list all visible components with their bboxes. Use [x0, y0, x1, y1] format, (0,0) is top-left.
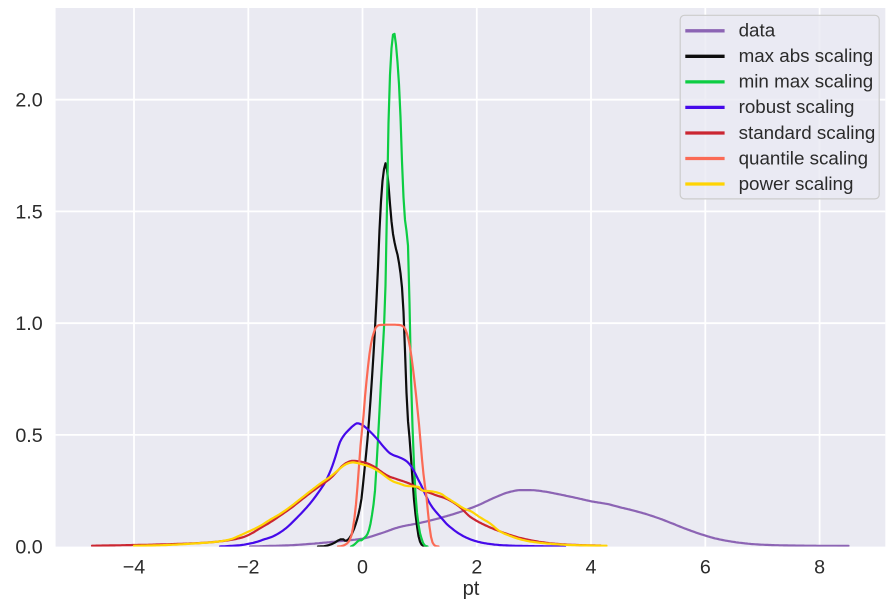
svg-text:quantile scaling: quantile scaling [739, 147, 868, 168]
svg-text:1.0: 1.0 [15, 313, 42, 335]
svg-text:max abs scaling: max abs scaling [739, 45, 874, 66]
svg-text:0.0: 0.0 [15, 537, 42, 559]
svg-text:2: 2 [471, 557, 482, 579]
svg-text:1.5: 1.5 [15, 201, 42, 223]
svg-text:power scaling: power scaling [739, 173, 854, 194]
svg-text:0: 0 [357, 557, 368, 579]
svg-text:pt: pt [463, 578, 480, 600]
svg-text:6: 6 [700, 557, 711, 579]
svg-text:2.0: 2.0 [15, 90, 42, 112]
svg-text:min max scaling: min max scaling [739, 71, 874, 92]
svg-text:data: data [739, 20, 776, 41]
svg-text:0.5: 0.5 [15, 425, 42, 447]
svg-text:robust scaling: robust scaling [739, 96, 855, 117]
svg-text:8: 8 [814, 557, 825, 579]
svg-text:standard scaling: standard scaling [739, 122, 876, 143]
svg-text:−4: −4 [123, 557, 145, 579]
svg-text:−2: −2 [237, 557, 259, 579]
svg-text:4: 4 [586, 557, 597, 579]
